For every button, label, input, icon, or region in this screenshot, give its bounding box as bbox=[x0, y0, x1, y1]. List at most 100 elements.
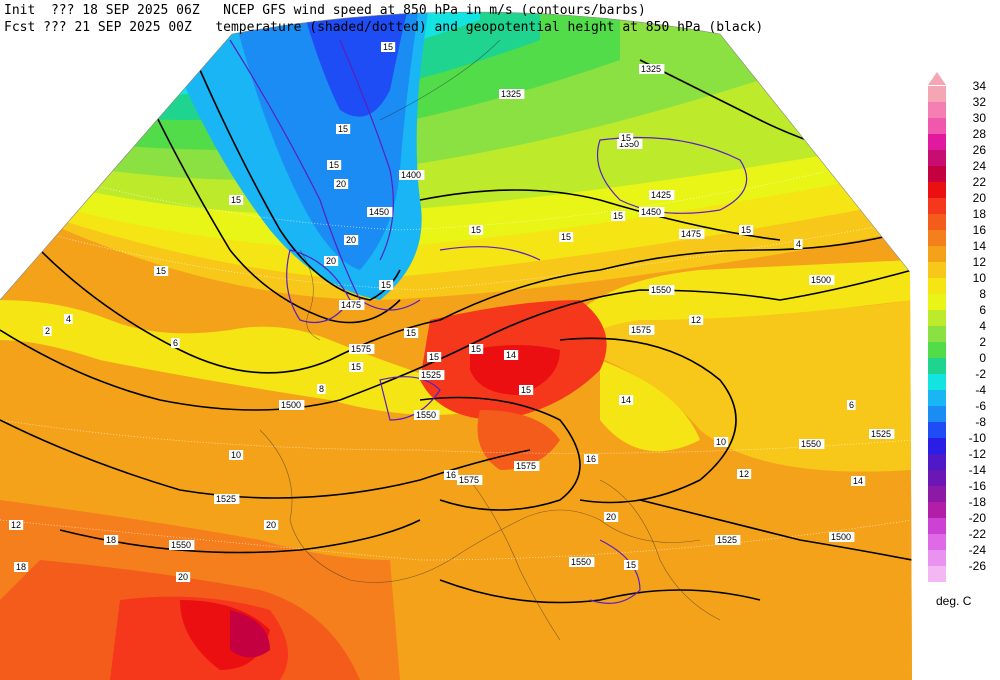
height-label-layer: 1325 1325 1350 1400 1425 1450 1450 1475 1475 1500… bbox=[169, 64, 895, 567]
temperature-label: 14 bbox=[506, 350, 516, 360]
height-label-bg bbox=[629, 325, 655, 335]
wind-speed-label: 15 bbox=[521, 385, 531, 395]
temperature-label-bg bbox=[14, 562, 29, 572]
colorbar-swatch bbox=[928, 518, 946, 534]
coastlines bbox=[259, 39, 721, 641]
colorbar-swatch bbox=[928, 534, 946, 550]
temperature-label: 12 bbox=[691, 315, 701, 325]
colorbar-swatch bbox=[928, 358, 946, 374]
colorbar-label: 28 bbox=[972, 127, 986, 141]
wind-speed-label: 15 bbox=[621, 133, 631, 143]
wind-speed-label-bg bbox=[381, 42, 396, 52]
temperature-label: 12 bbox=[739, 469, 749, 479]
wind-speed-label: 15 bbox=[741, 225, 751, 235]
height-label-bg bbox=[679, 229, 705, 239]
colorbar-label: 26 bbox=[972, 143, 986, 157]
height-label: 1525 bbox=[216, 494, 236, 504]
colorbar-label: -8 bbox=[975, 415, 986, 429]
colorbar-label: -20 bbox=[968, 511, 986, 525]
colorbar-swatch bbox=[928, 166, 946, 182]
temperature-label: 16 bbox=[586, 454, 596, 464]
colorbar-swatch bbox=[928, 550, 946, 566]
colorbar-label: -18 bbox=[968, 495, 986, 509]
height-label: 1525 bbox=[871, 429, 891, 439]
colorbar-swatch bbox=[928, 150, 946, 166]
height-label-bg bbox=[367, 207, 393, 217]
colorbar-swatch bbox=[928, 294, 946, 310]
temperature-label-bg bbox=[444, 470, 459, 480]
height-label-bg bbox=[457, 475, 483, 485]
wind-speed-label-bg bbox=[519, 385, 534, 395]
temperature-label-bg bbox=[851, 476, 866, 486]
temperature-label: 4 bbox=[796, 239, 801, 249]
height-label-bg bbox=[829, 532, 855, 542]
height-label: 1575 bbox=[351, 344, 371, 354]
wind-speed-label: 15 bbox=[351, 362, 361, 372]
height-label-bg bbox=[419, 370, 445, 380]
wind-speed-label: 15 bbox=[381, 280, 391, 290]
wind-speed-label-bg bbox=[229, 195, 244, 205]
geopotential-height-contours bbox=[0, 59, 912, 604]
colorbar-swatch bbox=[928, 454, 946, 470]
height-label-bg bbox=[715, 535, 741, 545]
temperature-label-bg bbox=[689, 315, 704, 325]
temperature-contours bbox=[0, 149, 912, 561]
colorbar-swatch bbox=[928, 326, 946, 342]
height-label: 1500 bbox=[281, 400, 301, 410]
temperature-label-bg bbox=[504, 350, 519, 360]
colorbar-units: deg. C bbox=[936, 594, 972, 608]
height-label: 1400 bbox=[401, 170, 421, 180]
wind-speed-label-bg bbox=[469, 344, 484, 354]
wind-speed-contours bbox=[229, 39, 748, 604]
colorbar-swatch bbox=[928, 374, 946, 390]
colorbar-label: 14 bbox=[972, 239, 986, 253]
map-header: Init ??? 18 SEP 2025 06Z NCEP GFS wind s… bbox=[4, 2, 763, 36]
temperature-label-bg bbox=[229, 450, 244, 460]
temperature-label-bg bbox=[737, 469, 752, 479]
colorbar-label: 12 bbox=[972, 255, 986, 269]
wind-speed-label-bg bbox=[624, 560, 639, 570]
height-label-bg bbox=[514, 461, 540, 471]
temperature-label-bg bbox=[794, 239, 803, 249]
wind-speed-label-bg bbox=[334, 179, 349, 189]
height-label: 1550 bbox=[801, 439, 821, 449]
temperature-label-bg bbox=[619, 395, 634, 405]
height-label: 1475 bbox=[341, 300, 361, 310]
height-label: 1575 bbox=[631, 325, 651, 335]
height-label-bg bbox=[349, 344, 375, 354]
wind-speed-label-bg bbox=[619, 133, 634, 143]
colorbar-label: 2 bbox=[979, 335, 986, 349]
colorbar-swatch bbox=[928, 214, 946, 230]
temperature-label-bg bbox=[9, 520, 24, 530]
temperature-label: 4 bbox=[66, 314, 71, 324]
wind-label-layer: 15 15 15 20 15 15 15 15 15 15 20 15 15 15 15 20 15 15 15 15… bbox=[154, 42, 754, 570]
height-label: 1425 bbox=[651, 190, 671, 200]
colorbar-label: 8 bbox=[979, 287, 986, 301]
height-label-bg bbox=[399, 170, 425, 180]
height-label: 1475 bbox=[681, 229, 701, 239]
colorbar-label: 32 bbox=[972, 95, 986, 109]
colorbar-label: -10 bbox=[968, 431, 986, 445]
height-label-bg bbox=[649, 190, 675, 200]
temperature-label: 2 bbox=[45, 326, 50, 336]
temperature-label: 14 bbox=[621, 395, 631, 405]
wind-speed-label: 15 bbox=[329, 160, 339, 170]
colorbar-swatch bbox=[928, 310, 946, 326]
colorbar-label: -6 bbox=[975, 399, 986, 413]
colorbar-label: 22 bbox=[972, 175, 986, 189]
colorbar-label: -12 bbox=[968, 447, 986, 461]
temperature-label-bg bbox=[584, 454, 599, 464]
temperature-label-bg bbox=[43, 326, 52, 336]
colorbar-swatch bbox=[928, 278, 946, 294]
colorbar-swatch bbox=[928, 246, 946, 262]
colorbar-label: 34 bbox=[972, 79, 986, 93]
title-line-1: NCEP GFS wind speed at 850 hPa in m/s (c… bbox=[223, 3, 646, 18]
wind-speed-label-bg bbox=[344, 235, 359, 245]
temperature-label: 6 bbox=[849, 400, 854, 410]
colorbar-label: 20 bbox=[972, 191, 986, 205]
temperature-label: 16 bbox=[446, 470, 456, 480]
colorbar-label: -22 bbox=[968, 527, 986, 541]
colorbar-swatch bbox=[928, 502, 946, 518]
temperature-label-bg bbox=[847, 400, 856, 410]
temperature-label: 12 bbox=[11, 520, 21, 530]
